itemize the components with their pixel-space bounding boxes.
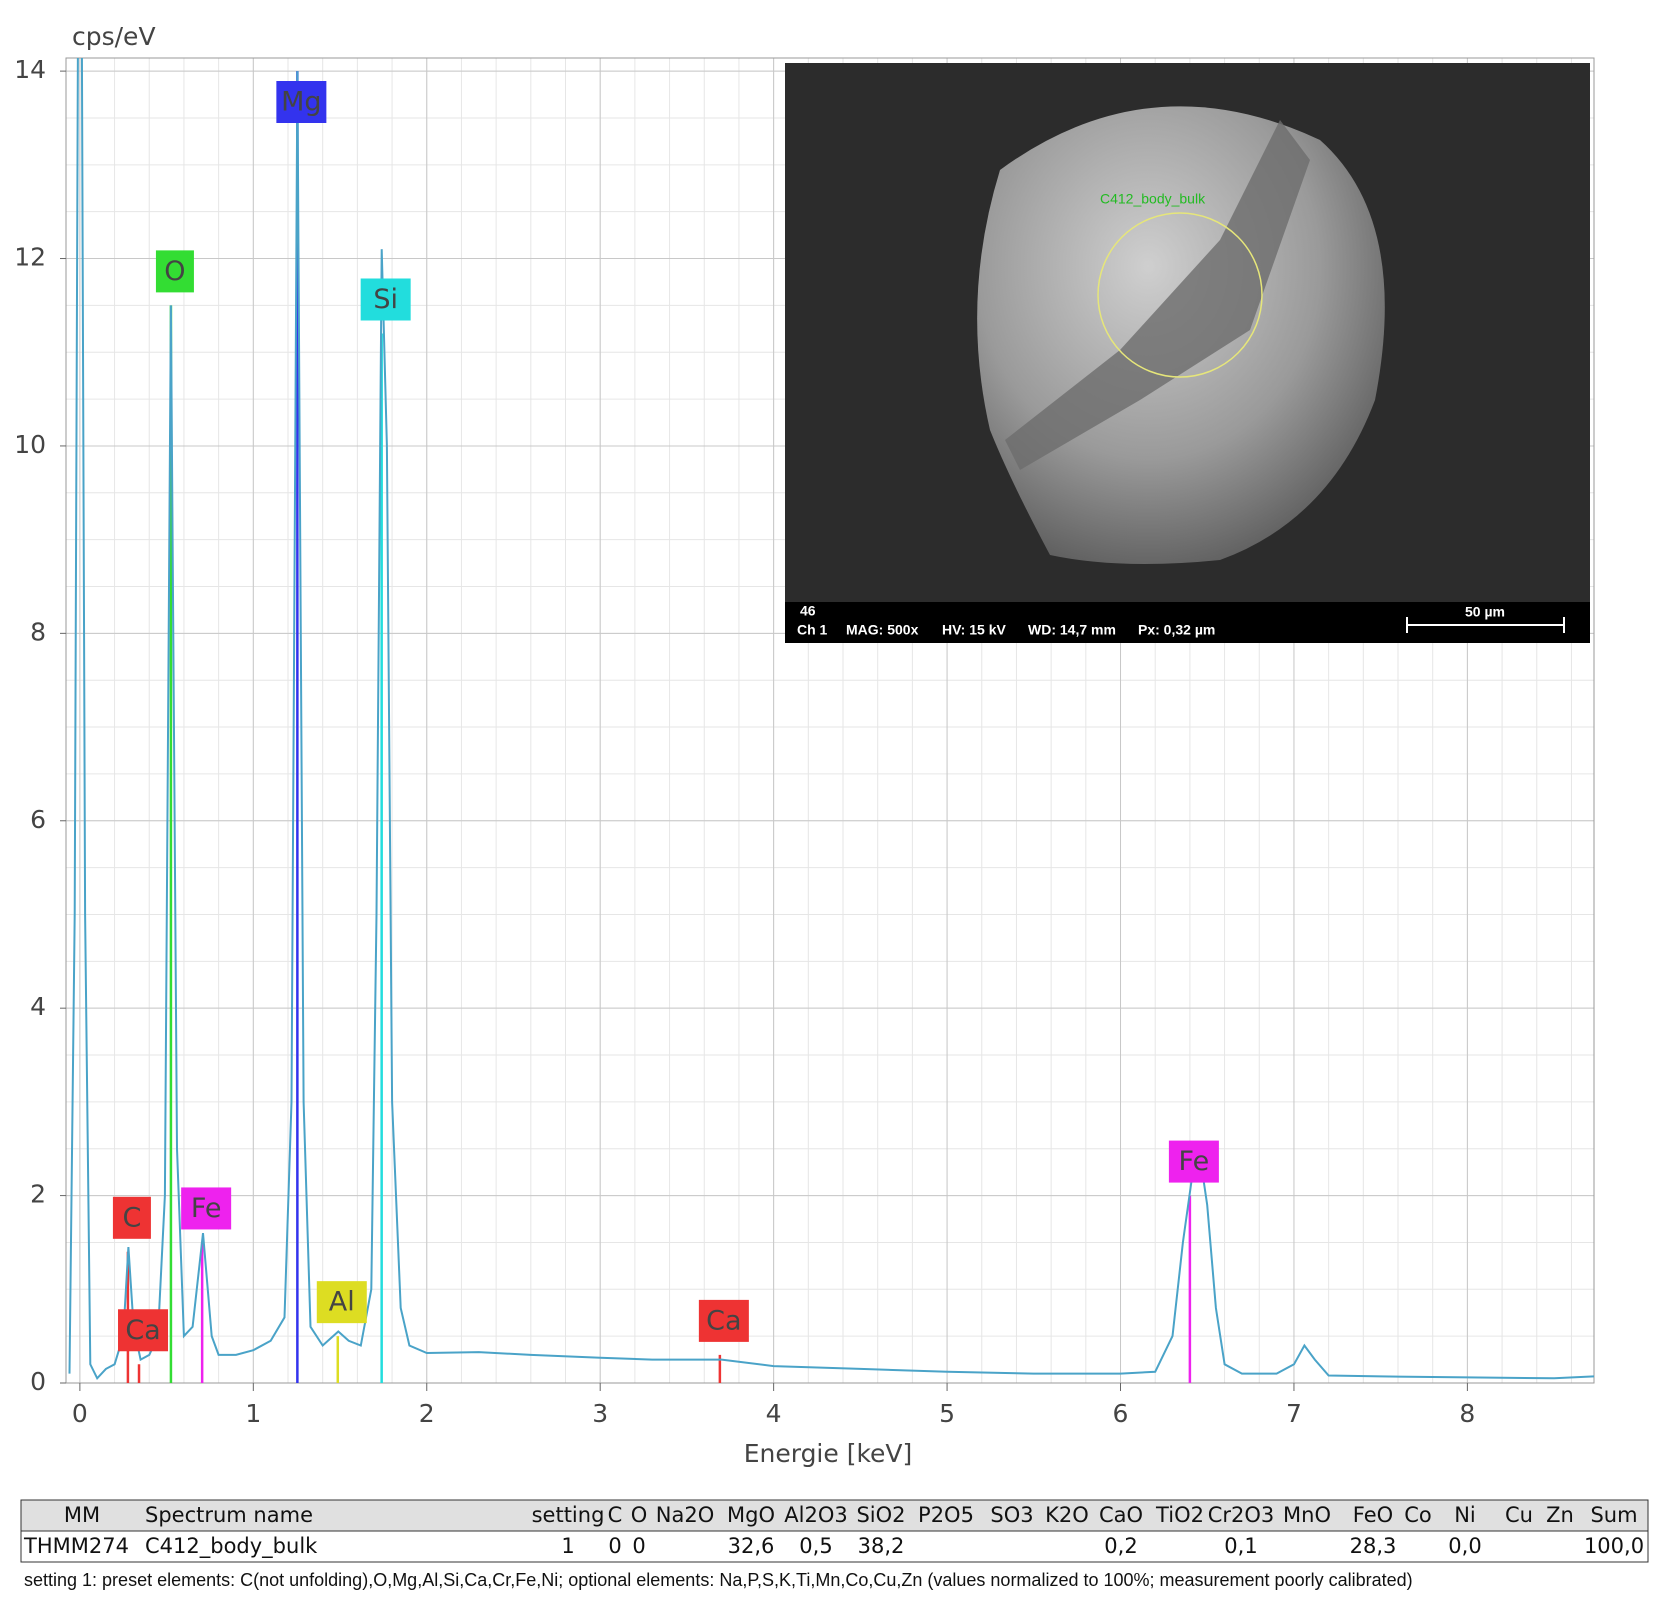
element-label-box — [112, 1196, 151, 1239]
y-tick-label: 4 — [30, 992, 46, 1021]
table-cell: C412_body_bulk — [145, 1534, 318, 1559]
element-label-box — [698, 1299, 749, 1342]
element-label-box — [316, 1281, 367, 1324]
y-tick-label: 10 — [14, 430, 46, 459]
element-label: Fe — [1179, 1146, 1210, 1177]
table-cell: 1 — [561, 1534, 574, 1558]
plot-frame — [65, 57, 1595, 1384]
table-cell: 100,0 — [1584, 1534, 1644, 1558]
scale-label: 50 µm — [1465, 604, 1505, 620]
table-header-cell: MM — [64, 1503, 100, 1527]
channel: Ch 1 — [797, 622, 828, 638]
table-header-cell: Spectrum name — [145, 1503, 313, 1527]
sem-image: C412_body_bulk 46 Ch 1 MAG: 500x HV: 15 … — [785, 63, 1590, 643]
element-label-box — [276, 81, 327, 123]
element-label: Si — [373, 284, 398, 315]
x-tick-label: 1 — [245, 1399, 261, 1428]
element-label-box — [1168, 1140, 1219, 1183]
x-tick-label: 4 — [766, 1399, 782, 1428]
table-header-cell: TiO2 — [1155, 1503, 1204, 1527]
table-header-cell: Cu — [1505, 1503, 1533, 1527]
analysis-region — [1097, 212, 1263, 378]
x-tick-label: 7 — [1286, 1399, 1302, 1428]
spectrum-line — [68, 58, 1594, 1381]
x-tick-label: 5 — [939, 1399, 955, 1428]
element-label-box — [118, 1309, 169, 1352]
table-header-cell: CaO — [1099, 1503, 1143, 1527]
element-label: C — [122, 1202, 141, 1233]
footnote: setting 1: preset elements: C(not unfold… — [24, 1570, 1413, 1590]
grid — [66, 58, 1594, 1384]
table-header-cell: Zn — [1546, 1503, 1574, 1527]
particle-texture — [1005, 120, 1310, 470]
table-header-cell: P2O5 — [918, 1503, 974, 1527]
table-header-cell: setting — [532, 1503, 605, 1527]
table-header-cell: Cr2O3 — [1208, 1503, 1275, 1527]
voltage: HV: 15 kV — [942, 622, 1006, 638]
element-label-box — [360, 278, 411, 321]
table-header-cell: MnO — [1283, 1503, 1331, 1527]
table-header-cell: SiO2 — [856, 1503, 905, 1527]
table-header-cell: Ni — [1454, 1503, 1476, 1527]
table-cell: 0 — [608, 1534, 621, 1558]
working-distance: WD: 14,7 mm — [1028, 622, 1116, 638]
table-header-cell: FeO — [1353, 1503, 1393, 1527]
table-header-cell: Sum — [1590, 1503, 1637, 1527]
magnification: MAG: 500x — [846, 622, 919, 638]
table-header-cell: Al2O3 — [784, 1503, 847, 1527]
image-footer — [785, 602, 1590, 643]
table-cell: 0,1 — [1224, 1534, 1257, 1558]
element-label: Fe — [191, 1193, 222, 1224]
element-label-box — [155, 250, 194, 293]
scale-bar — [1406, 617, 1565, 633]
table-cell: 28,3 — [1350, 1534, 1397, 1558]
region-label: C412_body_bulk — [1100, 191, 1206, 207]
x-tick-label: 6 — [1113, 1399, 1129, 1428]
table-header-cell: Na2O — [656, 1503, 714, 1527]
y-tick-label: 2 — [30, 1180, 46, 1209]
element-label: Mg — [281, 87, 321, 118]
element-label: Ca — [706, 1305, 741, 1336]
element-label-box — [181, 1187, 232, 1230]
table-cell: THMM274 — [23, 1534, 129, 1558]
table-header-cell: MgO — [727, 1503, 775, 1527]
element-label: Ca — [125, 1315, 160, 1346]
table-row-bg — [20, 1530, 1649, 1563]
table-header-cell: Co — [1404, 1503, 1432, 1527]
table-header-cell: C — [608, 1503, 623, 1527]
element-label: Al — [329, 1287, 355, 1318]
table-cell: 38,2 — [858, 1534, 905, 1558]
plot-area — [68, 58, 1594, 1383]
pixel-size: Px: 0,32 µm — [1138, 622, 1215, 638]
table-header-bg — [20, 1499, 1649, 1532]
x-tick-label: 0 — [72, 1399, 88, 1428]
table-cell: 0,2 — [1104, 1534, 1137, 1558]
y-axis-label: cps/eV — [72, 22, 156, 51]
table-cell: 0 — [632, 1534, 645, 1558]
table-header-cell: K2O — [1045, 1503, 1089, 1527]
x-axis-label: Energie [keV] — [744, 1439, 913, 1468]
table-header-cell: O — [631, 1503, 648, 1527]
y-tick-label: 14 — [14, 55, 46, 84]
table-cell: 0,5 — [799, 1534, 832, 1558]
table-text: MM Spectrum name setting C O Na2O MgO Al2O3 SiO2… — [23, 1503, 1644, 1559]
y-tick-label: 6 — [30, 805, 46, 834]
element-label: O — [164, 256, 185, 287]
image-number: 46 — [800, 603, 816, 619]
y-tick-label: 8 — [30, 617, 46, 646]
table — [20, 1499, 1649, 1563]
x-tick-label: 8 — [1459, 1399, 1475, 1428]
table-header-cell: SO3 — [990, 1503, 1033, 1527]
y-tick-label: 12 — [14, 243, 46, 272]
table-cell: 32,6 — [728, 1534, 775, 1558]
x-tick-label: 3 — [592, 1399, 608, 1428]
table-cell: 0,0 — [1448, 1534, 1481, 1558]
y-tick-label: 0 — [30, 1367, 46, 1396]
x-tick-label: 2 — [419, 1399, 435, 1428]
